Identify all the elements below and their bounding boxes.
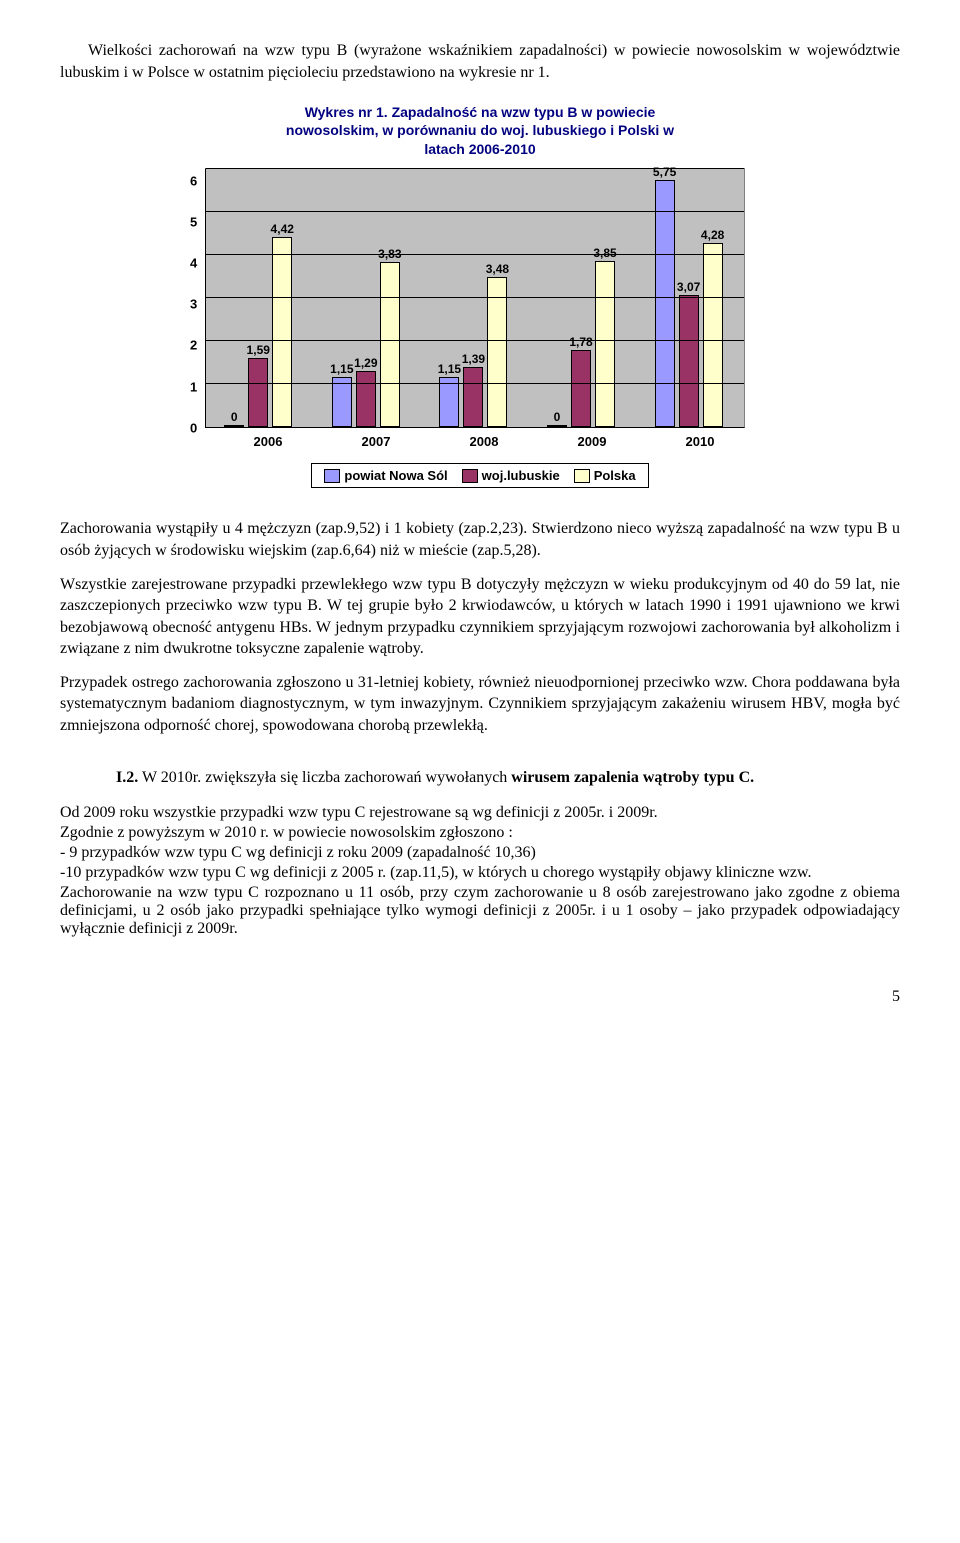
gridline	[206, 383, 744, 384]
tail-l4: -10 przypadków wzw typu C wg definicji z…	[60, 864, 900, 882]
y-tick: 1	[190, 380, 197, 393]
bar: 3,07	[679, 295, 699, 427]
bar: 3,83	[380, 262, 400, 427]
intro-paragraph: Wielkości zachorowań na wzw typu B (wyra…	[60, 40, 900, 83]
gridline	[206, 297, 744, 298]
bar-group: 01,594,42	[206, 169, 314, 427]
legend-swatch	[324, 469, 340, 483]
bar-value-label: 1,59	[247, 343, 270, 357]
gridline	[206, 340, 744, 341]
bar-value-label: 4,42	[271, 222, 294, 236]
legend-item: woj.lubuskie	[462, 468, 560, 484]
body-p3: Przypadek ostrego zachorowania zgłoszono…	[60, 672, 900, 737]
chart-title-line2: nowosolskim, w porównaniu do woj. lubusk…	[286, 122, 674, 138]
bar: 1,39	[463, 367, 483, 427]
bar-value-label: 3,48	[486, 262, 509, 276]
bar: 3,85	[595, 261, 615, 427]
bar-value-label: 1,78	[569, 335, 592, 349]
bar-value-label: 0	[554, 410, 561, 424]
y-axis: 0123456	[190, 168, 205, 428]
bar: 4,42	[272, 237, 292, 427]
bar: 0	[547, 425, 567, 427]
section-i2-label: I.2.	[116, 769, 138, 786]
bar-value-label: 1,39	[462, 352, 485, 366]
legend-label: powiat Nowa Sól	[344, 468, 447, 483]
gridline	[206, 211, 744, 212]
legend-label: Polska	[594, 468, 636, 483]
bar-group: 0 1,783,85	[529, 169, 637, 427]
bar-value-label: 1,15	[438, 362, 461, 376]
section-i2-head: I.2. W 2010r. zwiększyła się liczba zach…	[60, 767, 900, 789]
legend-label: woj.lubuskie	[482, 468, 560, 483]
tail-block: Od 2009 roku wszystkie przypadki wzw typ…	[60, 804, 900, 938]
bar: 4,28	[703, 243, 723, 427]
bar-value-label: 5,75	[653, 165, 676, 179]
plot-area: 01,594,421,151,293,831,151,393,4801,783,…	[205, 168, 745, 428]
tail-l2: Zgodnie z powyższym w 2010 r. w powiecie…	[60, 824, 900, 842]
bars-layer: 01,594,421,151,293,831,151,393,4801,783,…	[206, 169, 744, 427]
tail-l3: - 9 przypadków wzw typu C wg definicji z…	[60, 844, 900, 862]
legend-swatch	[574, 469, 590, 483]
gridline	[206, 254, 744, 255]
gridline	[206, 168, 744, 169]
section-i2-tail: wirusem zapalenia wątroby typu C.	[511, 769, 754, 786]
y-tick: 6	[190, 174, 197, 187]
bar: 1,15	[332, 377, 352, 426]
y-tick: 5	[190, 215, 197, 228]
body-p2: Wszystkie zarejestrowane przypadki przew…	[60, 574, 900, 660]
x-axis: 20062007200820092010	[214, 434, 754, 449]
bar: 5,75	[655, 180, 675, 427]
y-tick: 2	[190, 339, 197, 352]
legend: powiat Nowa Sól woj.lubuskie Polska	[311, 463, 648, 489]
chart-container: Wykres nr 1. Zapadalność na wzw typu B w…	[190, 103, 770, 488]
tail-l5: Zachorowanie na wzw typu C rozpoznano u …	[60, 884, 900, 938]
x-tick: 2010	[646, 434, 754, 449]
bar: 1,59	[248, 358, 268, 426]
x-tick: 2007	[322, 434, 430, 449]
bar-value-label: 1,15	[330, 362, 353, 376]
bar-value-label: 0	[231, 410, 238, 424]
y-tick: 0	[190, 421, 197, 434]
x-tick: 2009	[538, 434, 646, 449]
bar: 1,29	[356, 371, 376, 426]
x-tick: 2006	[214, 434, 322, 449]
y-tick: 3	[190, 298, 197, 311]
chart-title: Wykres nr 1. Zapadalność na wzw typu B w…	[190, 103, 770, 158]
x-tick: 2008	[430, 434, 538, 449]
legend-swatch	[462, 469, 478, 483]
bar: 1,78	[571, 350, 591, 427]
page-number: 5	[60, 988, 900, 1006]
section-i2-text: W 2010r. zwiększyła się liczba zachorowa…	[138, 769, 511, 786]
chart-title-line3: latach 2006-2010	[424, 141, 535, 157]
legend-item: Polska	[574, 468, 636, 484]
bar-group: 1,151,293,83	[314, 169, 422, 427]
body-p1: Zachorowania wystąpiły u 4 mężczyzn (zap…	[60, 518, 900, 561]
y-tick: 4	[190, 257, 197, 270]
bar: 0	[224, 425, 244, 427]
bar-group: 1,151,393,48	[421, 169, 529, 427]
chart-title-line1: Wykres nr 1. Zapadalność na wzw typu B w…	[305, 104, 656, 120]
bar-value-label: 1,29	[354, 356, 377, 370]
legend-item: powiat Nowa Sól	[324, 468, 447, 484]
bar-group: 5,753,074,28	[637, 169, 745, 427]
tail-l1: Od 2009 roku wszystkie przypadki wzw typ…	[60, 804, 900, 822]
bar-value-label: 4,28	[701, 228, 724, 242]
bar: 3,48	[487, 277, 507, 427]
bar-value-label: 3,07	[677, 280, 700, 294]
bar: 1,15	[439, 377, 459, 426]
